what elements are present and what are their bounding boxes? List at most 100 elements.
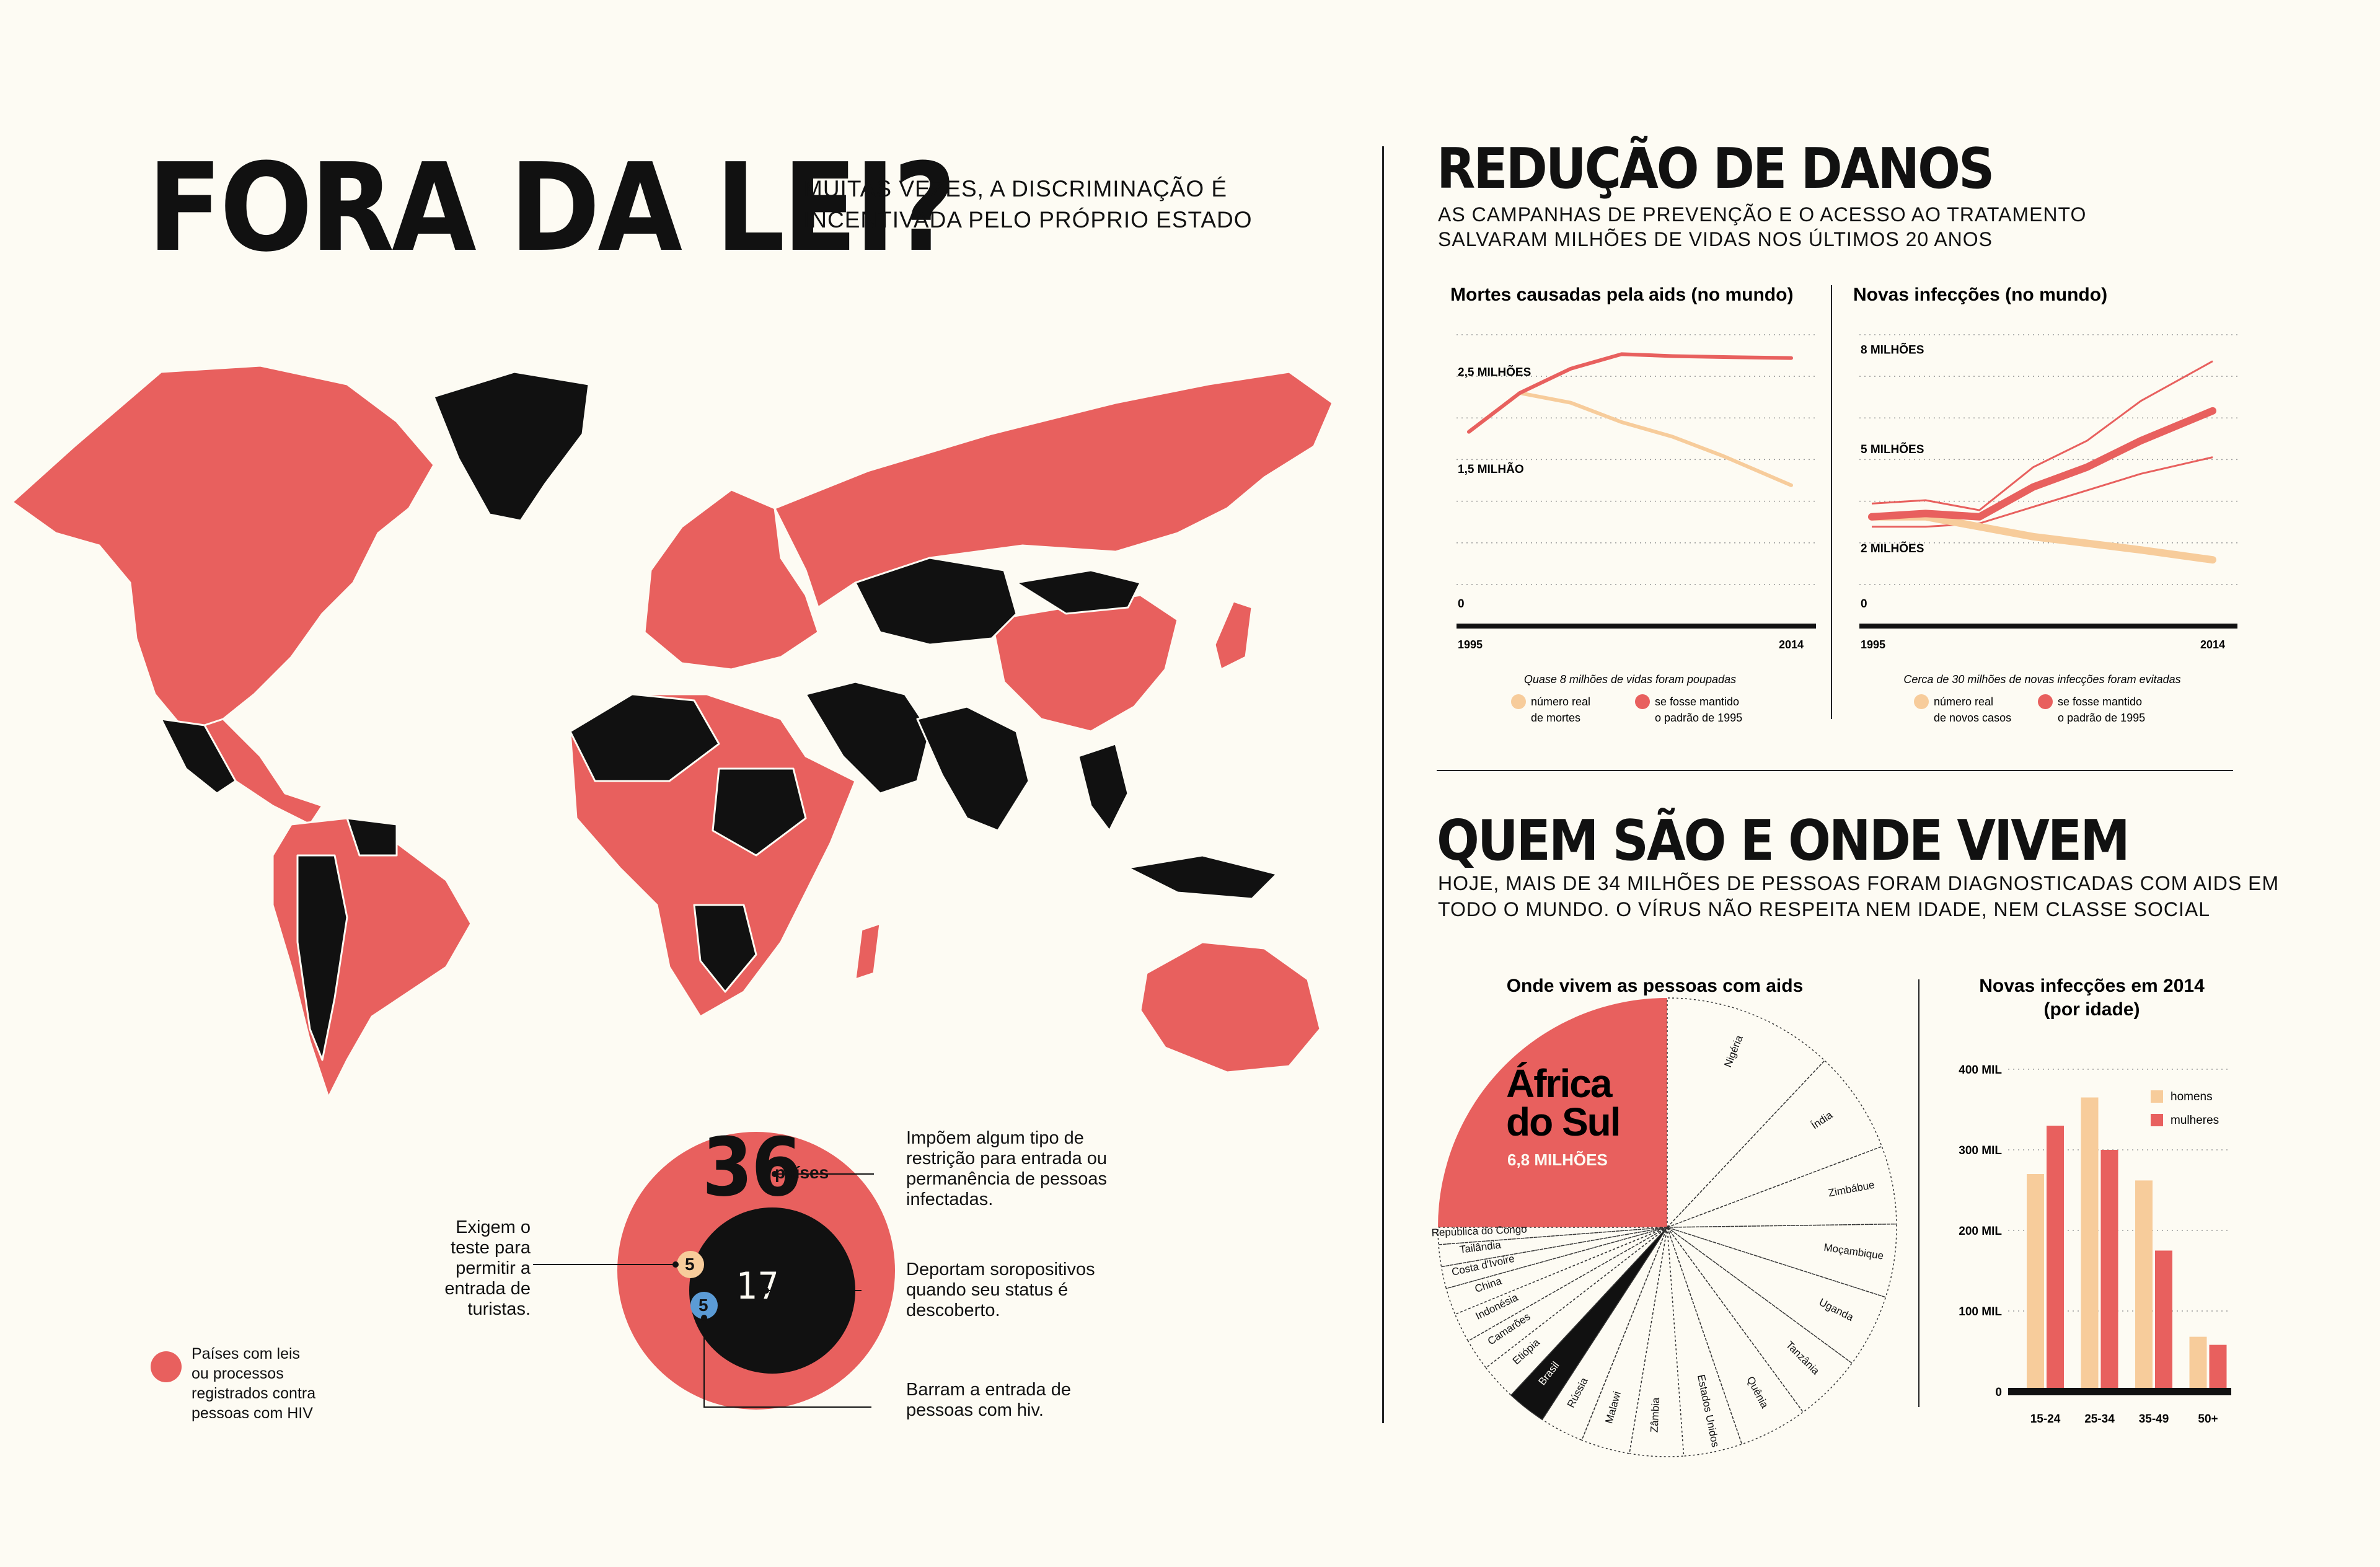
bar-homens [2081, 1097, 2099, 1392]
bar-homens [2027, 1174, 2044, 1392]
test-desc-line: turistas. [467, 1299, 531, 1319]
pie-label: Zimbábue [1827, 1179, 1875, 1199]
section-title-quem: QUEM SÃO E ONDE VIVEM [1437, 808, 2130, 873]
map-north-africa [569, 693, 720, 782]
pie-label: Nigéria [1722, 1033, 1745, 1069]
line-chart-title: Novas infecções (no mundo) [1853, 285, 2107, 305]
y-tick-label: 300 MIL [1959, 1144, 2002, 1157]
y-tick-label: 2,5 MILHÕES [1458, 365, 1531, 379]
subtitle-line: SALVARAM MILHÕES DE VIDAS NOS ÚLTIMOS 20… [1438, 228, 1993, 250]
big-desc-line: permanência de pessoas [906, 1169, 1108, 1189]
x-tick-label: 2014 [2200, 638, 2225, 651]
pie-label: Estados Unidos [1695, 1374, 1721, 1448]
subtitle-line: MUITAS VEZES, A DISCRIMINAÇÃO É [803, 176, 1228, 201]
pie-label: Malawi [1603, 1390, 1623, 1425]
pie-slice [1667, 1059, 1883, 1228]
pie-slice [1581, 1227, 1668, 1454]
pie-chart: Onde vivem as pessoas com aids Nigéria Índ… [1431, 976, 1897, 1457]
pie-highlight-label: África [1506, 1061, 1613, 1106]
x-tick-label: 25-34 [2084, 1413, 2115, 1426]
test-desc-line: permitir a [456, 1258, 531, 1278]
section-subtitle-reducao: AS CAMPANHAS DE PREVENÇÃO E O ACESSO AO … [1438, 202, 2086, 252]
world-map [11, 364, 1334, 1098]
legend-label: de mortes [1531, 712, 1580, 724]
legend-swatch [2038, 694, 2053, 709]
pie-slice [1667, 997, 1826, 1229]
mid-desc: Deportam soropositivos quando seu status… [906, 1260, 1095, 1321]
map-andes [296, 854, 348, 1061]
test-number: 5 [685, 1255, 695, 1274]
pie-slice [1667, 1223, 1897, 1298]
legend-swatch [1511, 694, 1526, 709]
pie-slice [1667, 1145, 1897, 1228]
band-line-lower [1872, 456, 2213, 528]
legend-label: mulheres [2171, 1114, 2219, 1127]
page-subtitle: MUITAS VEZES, A DISCRIMINAÇÃO É INCENTIV… [803, 174, 1253, 236]
pie-label: Tanzânia [1784, 1339, 1822, 1377]
bar-mulheres [2209, 1344, 2227, 1392]
map-central-america [185, 718, 324, 826]
pie-label: Moçambique [1823, 1242, 1884, 1262]
chart-divider [1918, 979, 1919, 1407]
subtitle-line: AS CAMPANHAS DE PREVENÇÃO E O ACESSO AO … [1438, 203, 2087, 226]
pie-label: Camarões [1486, 1310, 1533, 1347]
bar-homens [2189, 1336, 2207, 1392]
legend-swatch-law [151, 1351, 182, 1382]
bar-mulheres [2155, 1250, 2172, 1392]
bar-title: (por idade) [2044, 999, 2140, 1020]
pie-slice [1541, 1227, 1668, 1441]
x-tick-label: 2014 [1779, 638, 1804, 651]
pie-label: Zâmbia [1648, 1397, 1662, 1433]
pie-label: Uganda [1817, 1296, 1856, 1323]
map-southern-africa [693, 904, 757, 993]
legend-label: número real [1934, 695, 1993, 708]
big-desc-line: Impõem algum tipo de [906, 1128, 1084, 1148]
y-tick-label: 400 MIL [1959, 1064, 2002, 1077]
mid-desc-line: Deportam soropositivos [906, 1260, 1095, 1279]
map-china [990, 594, 1179, 733]
pie-slice [1445, 1227, 1668, 1315]
page-title: FORA DA LEI? [148, 138, 956, 279]
bar-mulheres [2100, 1150, 2118, 1392]
big-desc: Impõem algum tipo de restrição para entr… [906, 1128, 1107, 1210]
bar-mulheres [2047, 1126, 2064, 1392]
map-greenland [433, 371, 590, 522]
y-tick-label: 0 [1995, 1386, 2002, 1399]
pie-slice [1438, 1227, 1668, 1268]
bar-chart: Novas infecções em 2014 (por idade) 0 100 M… [1959, 976, 2231, 1426]
series-line [1467, 352, 1793, 434]
y-tick-label: 0 [1861, 598, 1867, 611]
y-tick-label: 2 MILHÕES [1861, 542, 1924, 555]
series-line [1868, 407, 2216, 521]
big-desc-line: restrição para entrada ou [906, 1149, 1108, 1168]
legend-text: pessoas com HIV [192, 1405, 313, 1422]
big-number: 36 [702, 1120, 802, 1214]
pie-slice [1629, 1227, 1685, 1457]
pie-label: China [1473, 1275, 1504, 1296]
x-tick-label: 1995 [1458, 638, 1483, 651]
pie-slice [1454, 1227, 1668, 1342]
legend-label: homens [2171, 1090, 2213, 1103]
pie-label: Índia [1809, 1109, 1835, 1132]
legend-label: se fosse mantido [1655, 695, 1739, 708]
pie-slice [1667, 1227, 1887, 1364]
map-madagascar [854, 922, 881, 981]
map-north-america [11, 364, 435, 733]
section-subtitle-quem: HOJE, MAIS DE 34 MILHÕES DE PESSOAS FORA… [1438, 870, 2279, 922]
subtitle-line: INCENTIVADA PELO PRÓPRIO ESTADO [803, 207, 1253, 232]
pie-slice [1440, 1227, 1668, 1289]
y-tick-label: 200 MIL [1959, 1225, 2002, 1238]
legend-label: se fosse mantido [2058, 695, 2142, 708]
x-tick-label: 35-49 [2139, 1413, 2169, 1426]
map-mexico [160, 718, 237, 795]
legend-label: o padrão de 1995 [1655, 712, 1742, 724]
x-tick-label: 15-24 [2030, 1413, 2061, 1426]
test-desc-line: entrada de [444, 1279, 531, 1299]
map-japan [1214, 600, 1253, 671]
pie-highlight-value: 6,8 MILHÕES [1507, 1150, 1608, 1169]
pie-label: Etiópia [1510, 1336, 1543, 1367]
pie-slice-south-africa [1438, 998, 1667, 1227]
pie-slice [1510, 1227, 1668, 1421]
legend-text: registrados contra [192, 1385, 316, 1402]
y-tick-label: 1,5 MILHÃO [1458, 462, 1524, 476]
